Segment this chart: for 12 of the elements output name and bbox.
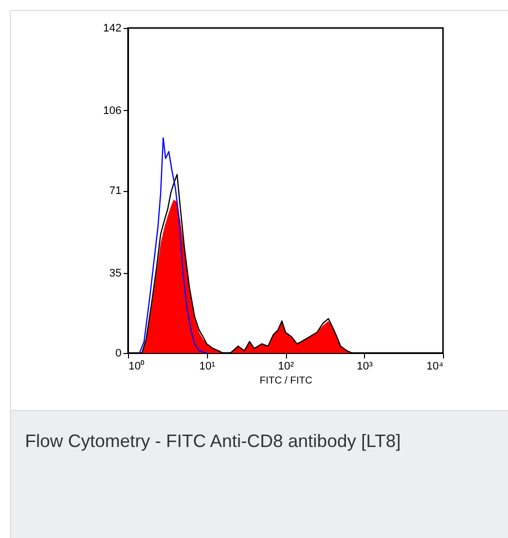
x-tick-label: 10²	[278, 360, 294, 372]
text: Flow Cytometry - FITC Anti-CD8 antibody [LT8]	[25, 430, 402, 453]
x-tick-label: 10³	[356, 360, 374, 372]
x-tick-label: 10⁰	[128, 360, 145, 372]
y-tick-label: 0	[115, 348, 122, 360]
y-tick-label: 71	[109, 185, 122, 197]
x-tick-label: 10¹	[199, 360, 216, 372]
x-axis-title: FITC / FITC	[260, 376, 312, 386]
y-tick-label: 142	[103, 22, 122, 34]
x-tick-label: 10⁴	[426, 360, 444, 372]
y-tick-label: 106	[103, 104, 122, 117]
y-tick-label: 35	[109, 267, 122, 280]
